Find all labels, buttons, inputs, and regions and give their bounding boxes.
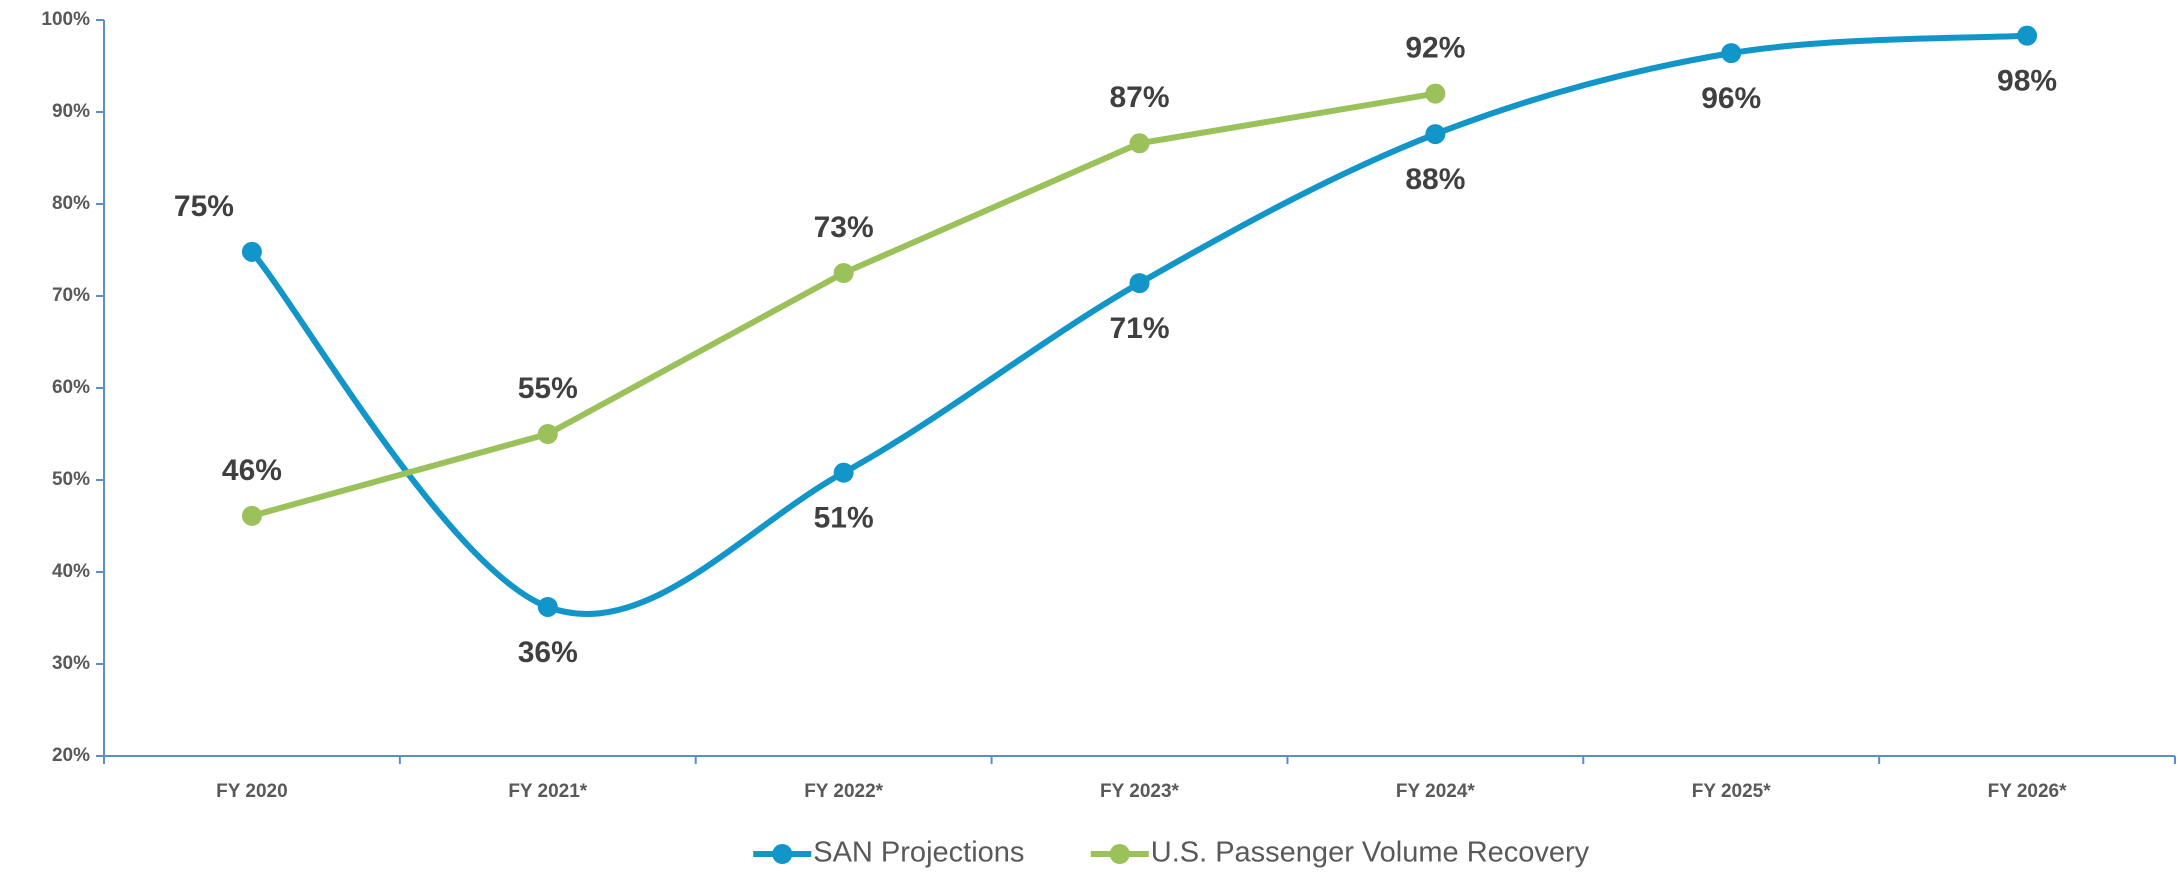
x-tick-label: FY 2026*	[1988, 781, 2067, 802]
data-point	[833, 462, 854, 483]
data-label: 98%	[1997, 65, 2057, 98]
data-label: 71%	[1109, 312, 1169, 345]
x-tick-label: FY 2022*	[804, 781, 883, 802]
y-tick-label: 60%	[52, 377, 90, 398]
x-tick-label: FY 2020	[216, 781, 287, 802]
y-tick-label: 40%	[52, 561, 90, 582]
y-tick-label: 100%	[41, 9, 90, 30]
data-point	[241, 241, 262, 262]
x-tick-label: FY 2021*	[508, 781, 587, 802]
data-point	[537, 596, 558, 617]
data-label: 88%	[1405, 163, 1465, 196]
data-point	[537, 424, 558, 444]
y-tick-label: 50%	[52, 469, 90, 490]
legend-marker	[1109, 844, 1130, 864]
data-point	[1425, 83, 1446, 104]
data-label: 55%	[518, 372, 578, 405]
data-label: 96%	[1701, 82, 1761, 115]
data-point	[241, 505, 262, 526]
legend-label: SAN Projections	[813, 837, 1024, 869]
data-label: 36%	[518, 636, 578, 669]
y-tick-label: 90%	[52, 101, 90, 122]
data-point	[1425, 124, 1446, 145]
data-point	[833, 263, 854, 283]
x-tick-label: FY 2025*	[1692, 781, 1771, 802]
x-tick-label: FY 2024*	[1396, 781, 1475, 802]
data-label: 87%	[1109, 81, 1169, 114]
legend-label: U.S. Passenger Volume Recovery	[1151, 837, 1590, 869]
data-point	[1129, 133, 1150, 154]
y-tick-label: 20%	[52, 745, 90, 766]
y-tick-label: 70%	[52, 285, 90, 306]
data-label: 46%	[222, 454, 282, 487]
data-point	[1721, 43, 1742, 64]
y-tick-label: 30%	[52, 653, 90, 674]
data-label: 75%	[174, 190, 234, 223]
data-label: 92%	[1405, 32, 1465, 65]
data-point	[2017, 25, 2038, 46]
x-tick-label: FY 2023*	[1100, 781, 1179, 802]
data-label: 73%	[814, 211, 874, 244]
series-line	[251, 90, 1436, 519]
legend-marker	[772, 844, 793, 864]
y-tick-label: 80%	[52, 193, 90, 214]
data-label: 51%	[814, 502, 874, 535]
data-point	[1129, 273, 1150, 294]
